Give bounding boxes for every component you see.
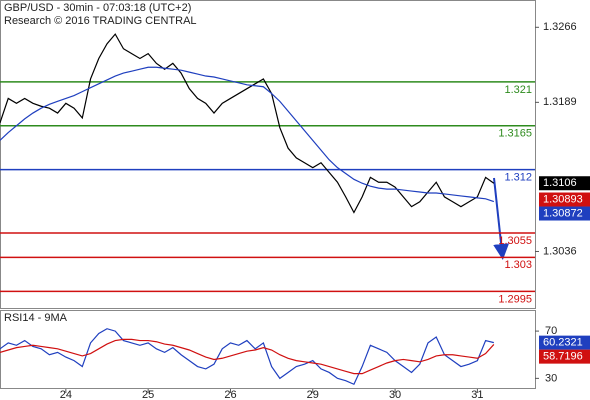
indicator-series	[0, 338, 495, 375]
indicator-title: RSI14 - 9MA	[4, 312, 68, 324]
chart-subtitle: Research © 2016 TRADING CENTRAL	[4, 15, 197, 27]
y-tick-label: 1.3036	[543, 245, 577, 257]
price-series	[0, 33, 495, 214]
price-tag	[539, 206, 590, 221]
indicator-tag-label: 58.7196	[543, 351, 583, 363]
price-tag-label: 1.30872	[543, 207, 583, 219]
y-tick-label: 1.3266	[543, 21, 577, 33]
indicator-tag	[539, 349, 590, 364]
price-tag	[539, 176, 590, 191]
indicator-tick-label: 30	[545, 372, 557, 384]
level-label: 1.312	[504, 172, 532, 184]
x-tick-label: 24	[60, 389, 72, 400]
price-panel	[0, 0, 536, 309]
x-tick-label: 26	[224, 389, 236, 400]
level-label: 1.303	[504, 259, 532, 271]
y-tick-label: 1.3189	[543, 96, 577, 108]
x-tick-label: 30	[389, 389, 401, 400]
price-series	[0, 66, 495, 203]
price-tag-label: 1.3106	[543, 177, 577, 189]
x-tick-label: 29	[307, 389, 319, 400]
price-tag	[539, 192, 590, 207]
indicator-panel	[0, 310, 536, 389]
level-label: 1.3055	[498, 235, 532, 247]
x-tick-label: 31	[471, 389, 483, 400]
price-tag-label: 1.30893	[543, 193, 583, 205]
indicator-tick-label: 70	[545, 325, 557, 337]
indicator-series	[0, 328, 494, 386]
x-tick-label: 25	[142, 389, 154, 400]
chart-title: GBP/USD - 30min - 07:03:18 (UTC+2)	[4, 2, 191, 14]
level-label: 1.321	[504, 84, 532, 96]
indicator-tag-label: 60.2321	[543, 337, 583, 349]
level-label: 1.3165	[498, 128, 532, 140]
indicator-tag	[539, 335, 590, 350]
level-label: 1.2995	[498, 293, 532, 305]
forecast-arrow	[493, 177, 510, 260]
